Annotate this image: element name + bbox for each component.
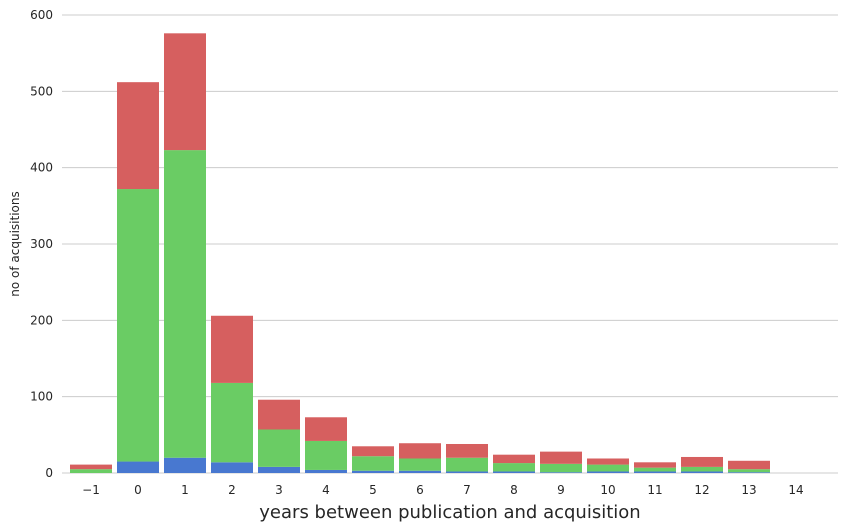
bar-segment [493,463,535,472]
bar-segment [211,382,253,463]
bar-segment [681,456,723,467]
bar-segment [117,82,159,190]
bar-segment [540,451,582,464]
bar-segment [70,464,112,470]
x-tick-label: 10 [600,483,615,497]
y-tick-labels: 0 100 200 300 400 500 600 [30,8,53,480]
bar-segment [352,456,394,471]
bar-segment [164,33,206,151]
bar-segment [399,443,441,459]
bar-segment [728,460,770,470]
bar-segment [681,466,723,472]
bar-segment [587,458,629,465]
bar-segment [352,470,394,473]
x-tick-label: 14 [788,483,803,497]
bar-segment [587,471,629,473]
x-tick-label: 5 [369,483,377,497]
bar-segment [211,462,253,473]
x-tick-label: 2 [228,483,236,497]
bar-segment [70,469,112,473]
x-tick-label: 11 [647,483,662,497]
bar-segment [305,417,347,441]
y-tick-label: 600 [30,8,53,22]
x-tick-label: 12 [694,483,709,497]
bar-segment [399,458,441,471]
bar-segment [399,470,441,473]
bar-segment [587,464,629,472]
y-tick-label: 200 [30,313,53,327]
bar-segment [211,315,253,383]
bar-segment [117,189,159,462]
x-tick-label: 4 [322,483,330,497]
bar-segment [117,461,159,473]
bar-segment [634,467,676,472]
bar-segment [540,472,582,473]
y-tick-label: 300 [30,237,53,251]
bar-segment [258,399,300,430]
bar-segment [258,466,300,473]
x-tick-label: 6 [416,483,424,497]
y-axis-title: no of acquisitions [8,191,22,296]
bar-segment [305,469,347,473]
bar-segment [493,471,535,473]
x-tick-label: 3 [275,483,283,497]
bar-segment [634,471,676,473]
bar-segment [634,462,676,468]
x-tick-label: 0 [134,483,142,497]
y-tick-label: 0 [45,466,53,480]
x-tick-label: 9 [557,483,565,497]
bar-segment [305,440,347,470]
bar-segment [446,457,488,472]
x-tick-label: 7 [463,483,471,497]
bar-segment [164,457,206,473]
bar-segment [540,463,582,473]
bar-segment [164,150,206,458]
bar-segment [446,443,488,458]
bar-segment [493,454,535,464]
x-tick-label: 13 [741,483,756,497]
x-tick-label: −1 [82,483,100,497]
x-tick-label: 8 [510,483,518,497]
x-tick-labels: −1 0 1 2 3 4 5 6 7 8 9 10 11 12 13 14 [82,483,803,497]
y-tick-label: 400 [30,161,53,175]
bar-segment [352,446,394,457]
bar-segment [728,469,770,473]
bar-segment [258,429,300,467]
bars [70,33,770,473]
y-tick-label: 500 [30,84,53,98]
x-axis-title: years between publication and acquisitio… [259,502,640,523]
bar-segment [446,471,488,473]
bar-segment [728,472,770,473]
bar-segment [681,471,723,473]
y-tick-label: 100 [30,390,53,404]
x-tick-label: 1 [181,483,189,497]
